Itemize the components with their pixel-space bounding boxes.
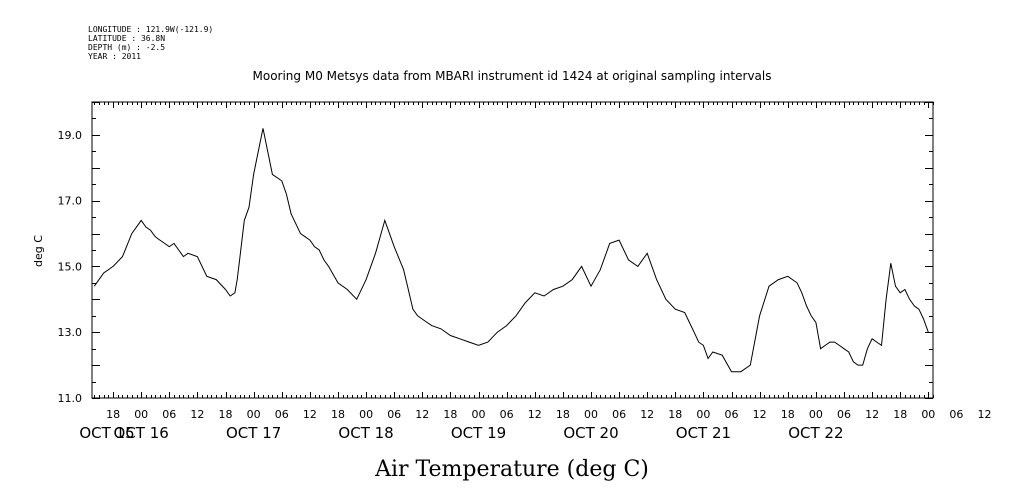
x-date-label: OCT 19 (451, 424, 506, 442)
x-hour-label: 06 (387, 408, 401, 421)
x-date-label: OCT 16 (114, 424, 169, 442)
x-hour-label: 06 (725, 408, 739, 421)
longitude-label: LONGITUDE : 121.9W(-121.9) (88, 25, 213, 34)
x-hour-label: 12 (753, 408, 767, 421)
x-hour-label: 12 (415, 408, 429, 421)
depth-label: DEPTH (m) : -2.5 (88, 43, 165, 52)
x-hour-label: 18 (331, 408, 345, 421)
x-date-label: OCT 22 (788, 424, 843, 442)
x-hour-label: 00 (134, 408, 148, 421)
x-axis-title: Air Temperature (deg C) (374, 457, 649, 482)
x-hour-label: 06 (837, 408, 851, 421)
plot-frame (91, 101, 934, 399)
x-hour-label: 00 (247, 408, 261, 421)
x-hour-label: 06 (949, 408, 963, 421)
y-tick-label: 15.0 (58, 260, 83, 273)
x-hour-label: 06 (500, 408, 514, 421)
x-hour-label: 18 (106, 408, 120, 421)
latitude-label: LATITUDE : 36.8N (88, 34, 165, 43)
x-hour-label: 00 (472, 408, 486, 421)
x-hour-label: 12 (190, 408, 204, 421)
x-hour-label: 06 (275, 408, 289, 421)
x-hour-label: 18 (556, 408, 570, 421)
x-hour-label: 00 (584, 408, 598, 421)
y-axis-label: deg C (32, 235, 45, 267)
x-hour-label: 00 (696, 408, 710, 421)
y-tick-label: 19.0 (58, 129, 83, 142)
x-date-label: OCT 21 (676, 424, 731, 442)
x-hour-label: 00 (921, 408, 935, 421)
x-hour-label: 06 (612, 408, 626, 421)
y-tick-label: 13.0 (58, 326, 83, 339)
x-date-label: OCT 17 (226, 424, 281, 442)
x-hour-label: 18 (443, 408, 457, 421)
x-hour-label: 12 (303, 408, 317, 421)
y-tick-label: 17.0 (58, 195, 83, 208)
x-hour-label: 12 (865, 408, 879, 421)
x-hour-label: 06 (162, 408, 176, 421)
x-hour-label: 12 (978, 408, 992, 421)
x-hour-label: 00 (359, 408, 373, 421)
x-axis: 18 00 06 12 18 00 06 12 18 00 06 12 18 00 06 12 18 00 06 12… (79, 102, 992, 442)
x-hour-label: 18 (219, 408, 233, 421)
chart-title: Mooring M0 Metsys data from MBARI instru… (253, 69, 772, 83)
year-label: YEAR : 2011 (88, 52, 141, 61)
x-hour-label: 18 (781, 408, 795, 421)
y-tick-label: 11.0 (58, 392, 83, 405)
x-date-label: OCT 20 (563, 424, 618, 442)
x-hour-label: 12 (528, 408, 542, 421)
x-hour-label: 00 (809, 408, 823, 421)
x-hour-label: 12 (640, 408, 654, 421)
series-line (93, 128, 929, 373)
x-date-label: OCT 18 (338, 424, 393, 442)
y-axis: 11.0 13.0 15.0 17.0 19.0 (58, 102, 933, 405)
x-hour-label: 18 (668, 408, 682, 421)
x-hour-label: 18 (893, 408, 907, 421)
x-date-label: OCT 15 (79, 424, 134, 442)
